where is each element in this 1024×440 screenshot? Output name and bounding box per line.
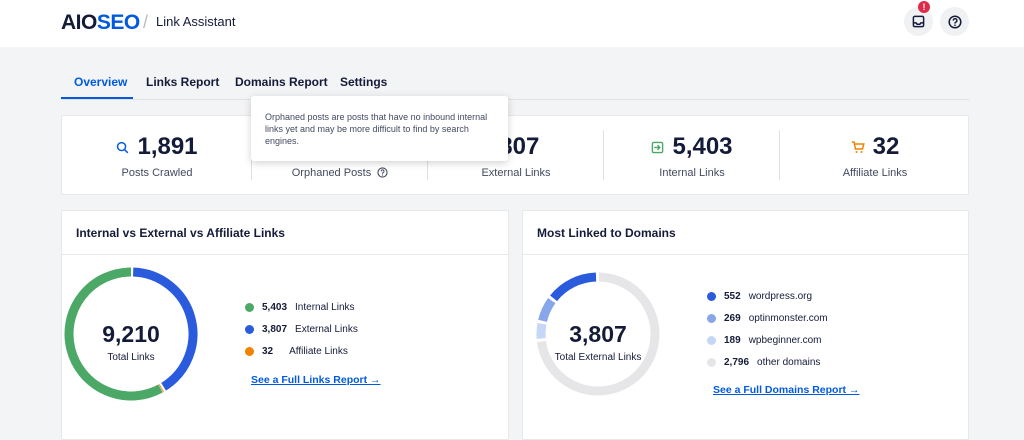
stat-posts-crawled: 1,891 Posts Crawled <box>62 116 252 196</box>
breadcrumb: Link Assistant <box>156 14 236 29</box>
card-title: Internal vs External vs Affiliate Links <box>76 226 285 240</box>
stats-card: 1,891 Posts Crawled Orphaned Posts ,807 … <box>61 115 969 195</box>
help-icon <box>948 15 962 29</box>
tab-bar: Overview Links Report Domains Report Set… <box>61 70 969 100</box>
donut-segment <box>541 324 542 339</box>
notifications-button[interactable] <box>904 7 933 36</box>
breadcrumb-separator: / <box>143 12 148 33</box>
sign-in-icon <box>651 141 664 154</box>
cart-icon <box>851 140 865 154</box>
card-title: Most Linked to Domains <box>537 226 676 240</box>
notification-badge: ! <box>918 1 930 13</box>
domains-card: Most Linked to Domains 3,807 Total Extern… <box>522 210 969 440</box>
aioseo-logo[interactable]: AIOSEO <box>61 11 140 35</box>
full-links-report-link[interactable]: See a Full Links Report → <box>251 374 381 386</box>
help-button[interactable] <box>940 7 969 36</box>
help-icon[interactable] <box>377 167 388 178</box>
stat-internal-links: 5,403 Internal Links <box>604 116 780 196</box>
tab-links-report[interactable]: Links Report <box>146 75 219 89</box>
inbox-icon <box>912 15 925 28</box>
tab-overview[interactable]: Overview <box>74 75 127 89</box>
active-tab-indicator <box>61 97 133 99</box>
orphaned-posts-tooltip: Orphaned posts are posts that have no in… <box>251 96 508 161</box>
total-external-label: Total External Links <box>548 352 648 363</box>
tab-settings[interactable]: Settings <box>340 75 387 89</box>
donut-segment <box>554 277 596 298</box>
links-breakdown-card: Internal vs External vs Affiliate Links … <box>61 210 509 440</box>
full-domains-report-link[interactable]: See a Full Domains Report → <box>713 384 859 396</box>
donut-segment <box>543 301 552 321</box>
total-links-value: 9,210 <box>81 321 181 348</box>
search-icon <box>116 141 129 154</box>
stat-affiliate-links: 32 Affiliate Links <box>780 116 970 196</box>
total-external-value: 3,807 <box>548 321 648 348</box>
tab-domains-report[interactable]: Domains Report <box>235 75 328 89</box>
top-bar: AIOSEO / Link Assistant ! <box>0 0 1024 47</box>
total-links-label: Total Links <box>81 352 181 363</box>
